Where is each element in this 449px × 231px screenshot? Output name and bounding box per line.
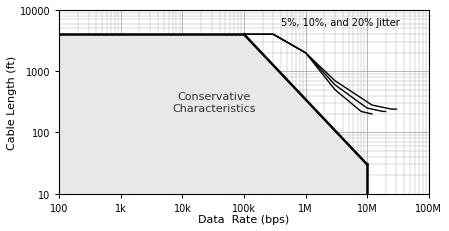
X-axis label: Data  Rate (bps): Data Rate (bps): [198, 214, 290, 224]
Polygon shape: [59, 35, 367, 194]
Text: 5%, 10%, and 20% Jitter: 5%, 10%, and 20% Jitter: [281, 18, 400, 28]
Y-axis label: Cable Length (ft): Cable Length (ft): [7, 55, 17, 149]
Text: Conservative
Characteristics: Conservative Characteristics: [173, 92, 256, 113]
